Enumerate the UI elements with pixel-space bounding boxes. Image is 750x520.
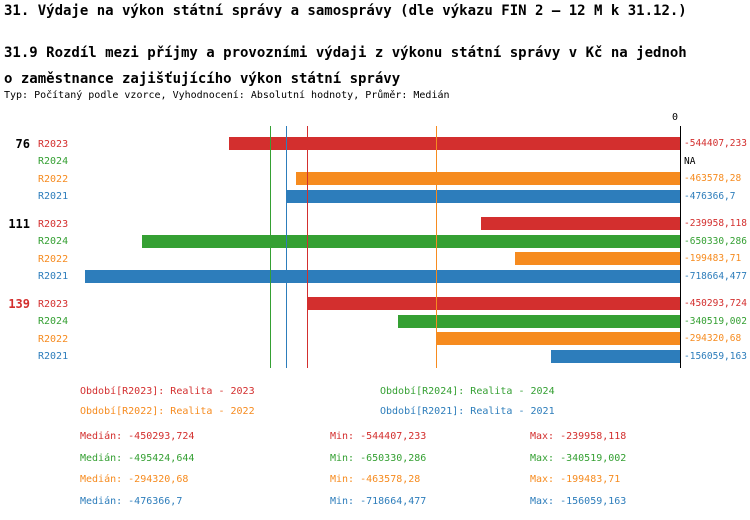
value-label-R2021: -156059,163 [684,350,747,362]
value-label-R2023: -239958,118 [684,218,747,229]
stat-min-R2022: Min: -463578,28 [330,474,421,485]
axis-line [680,126,681,368]
median-line-R2023 [307,126,308,368]
bar-R2023 [481,217,680,230]
legend-item-R2022: Období[R2022]: Realita - 2022 [80,406,255,417]
row-label-R2021: R2021 [38,271,69,282]
value-label-R2022: -463578,28 [684,173,742,184]
bar-R2022 [436,332,680,345]
legend-item-R2021: Období[R2021]: Realita - 2021 [380,406,555,417]
group-label: 111 [8,216,30,231]
row-label-R2023: R2023 [38,298,69,310]
row-label-R2021: R2021 [38,351,69,362]
row-label-R2024: R2024 [38,156,69,167]
stat-max-R2021: Max: -156059,163 [530,496,627,507]
stat-min-R2024: Min: -650330,286 [330,453,427,464]
bar-R2022 [296,172,680,185]
page-subtitle: 31.9 Rozdíl mezi příjmy a provozními výd… [4,45,687,87]
bar-R2024 [141,234,680,248]
value-label-R2024: NA [684,155,696,167]
group-label: 76 [15,136,30,151]
row-label-R2022: R2022 [38,333,69,345]
legend-item-R2023: Období[R2023]: Realita - 2023 [80,386,255,397]
stat-median-R2021: Medián: -476366,7 [80,496,183,507]
stat-min-R2023: Min: -544407,233 [330,431,427,442]
value-label-R2023: -544407,233 [684,138,747,149]
value-label-R2023: -450293,724 [684,298,747,309]
row-label-R2022: R2022 [38,173,69,185]
bar-R2021 [85,269,680,283]
value-label-R2024: -650330,286 [684,235,747,247]
value-label-R2022: -294320,68 [684,333,742,344]
bar-R2023 [307,297,680,310]
row-label-R2023: R2023 [38,138,69,150]
stat-max-R2023: Max: -239958,118 [530,431,627,442]
row-label-R2023: R2023 [38,218,69,230]
bar-R2024 [398,314,680,328]
row-label-R2022: R2022 [38,253,69,265]
group-label: 139 [8,296,30,311]
legend-item-R2024: Období[R2024]: Realita - 2024 [380,386,555,397]
bar-R2023 [229,137,680,150]
stat-median-R2022: Medián: -294320,68 [80,474,189,485]
value-label-R2024: -340519,002 [684,315,747,327]
bar-R2021 [285,189,680,203]
stat-min-R2021: Min: -718664,477 [330,496,427,507]
page-title: 31. Výdaje na výkon státní správy a samo… [4,3,687,19]
median-line-R2022 [436,126,437,368]
row-label-R2021: R2021 [38,191,69,202]
bar-R2021 [550,349,680,363]
axis-zero-label: 0 [671,112,678,123]
chart-meta-info: Typ: Počítaný podle vzorce, Vyhodnocení:… [4,90,450,101]
stat-median-R2023: Medián: -450293,724 [80,431,195,442]
row-label-R2024: R2024 [38,236,69,247]
stat-median-R2024: Medián: -495424,644 [80,453,195,464]
value-label-R2022: -199483,71 [684,253,742,264]
stat-max-R2022: Max: -199483,71 [530,474,621,485]
stat-max-R2024: Max: -340519,002 [530,453,627,464]
value-label-R2021: -476366,7 [684,190,736,202]
value-label-R2021: -718664,477 [684,270,747,282]
row-label-R2024: R2024 [38,316,69,327]
median-line-R2021 [286,126,287,368]
median-line-R2024 [270,126,271,368]
bar-R2022 [514,252,680,265]
